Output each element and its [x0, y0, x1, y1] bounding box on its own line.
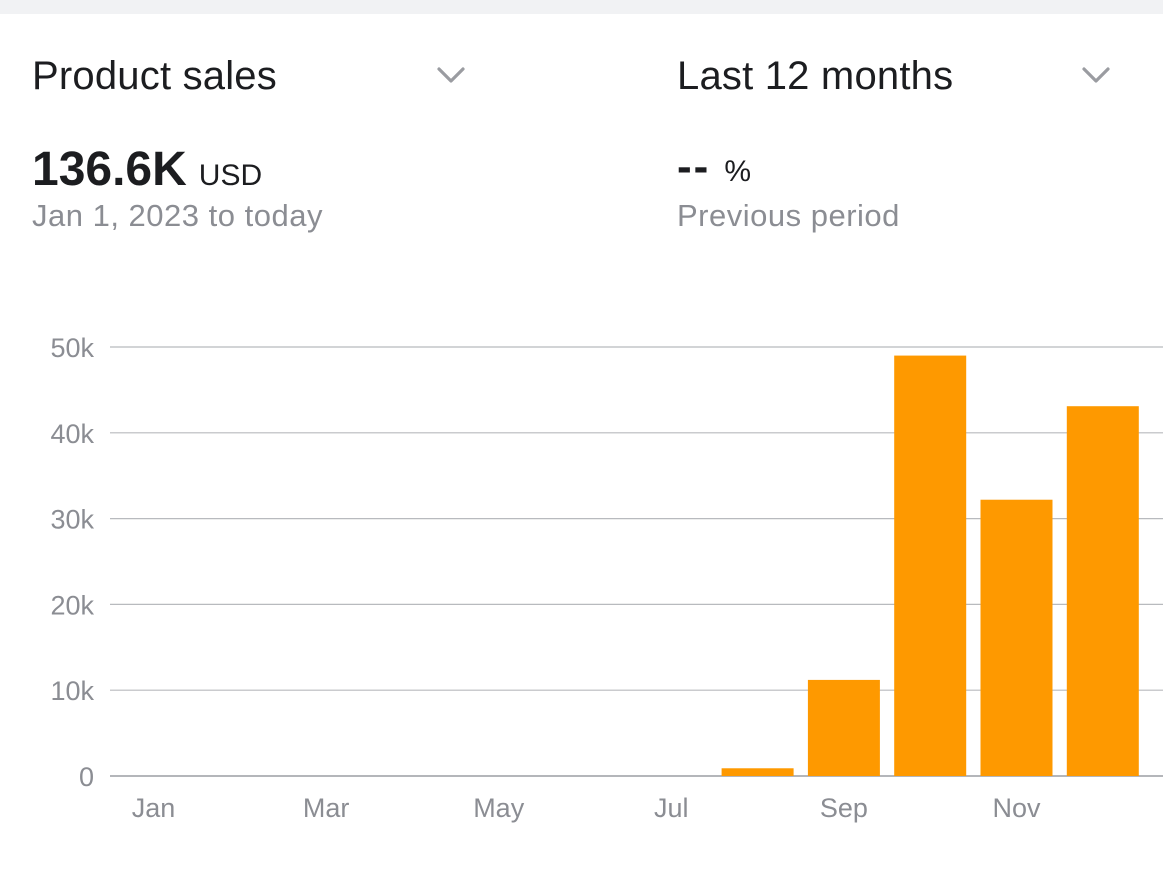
period-selector-label: Last 12 months	[677, 53, 954, 98]
chevron-down-icon	[1082, 67, 1110, 83]
y-tick-label: 30k	[50, 505, 94, 535]
x-tick-label: Mar	[303, 793, 350, 823]
date-range: Jan 1, 2023 to today	[32, 198, 323, 233]
x-tick-label: Jan	[132, 793, 176, 823]
x-tick-label: May	[473, 793, 525, 823]
y-tick-label: 10k	[50, 676, 94, 706]
y-tick-label: 40k	[50, 419, 94, 449]
total-value: 136.6K USD	[32, 142, 262, 197]
x-tick-label: Jul	[654, 793, 689, 823]
bar-dec[interactable]	[1066, 406, 1139, 776]
comparison-value: -- %	[677, 142, 751, 192]
x-tick-label: Sep	[820, 793, 868, 823]
bar-sep[interactable]	[807, 679, 880, 776]
metric-selector-label: Product sales	[32, 53, 277, 98]
y-tick-label: 20k	[50, 590, 94, 620]
total-sales-value: 136.6K	[32, 143, 187, 196]
y-tick-label: 0	[79, 762, 94, 792]
bar-aug[interactable]	[721, 768, 794, 776]
bar-nov[interactable]	[980, 499, 1053, 776]
bar-oct[interactable]	[894, 355, 967, 776]
metric-selector[interactable]: Product sales	[32, 50, 472, 102]
currency-unit: USD	[198, 159, 263, 192]
top-bar	[0, 0, 1163, 14]
x-tick-label: Nov	[992, 793, 1041, 823]
period-selector[interactable]: Last 12 months	[677, 50, 1137, 102]
comparison-percent-value: --	[677, 142, 711, 191]
sales-bar-chart: 0 10k 20k 30k 40k 50k Jan Mar May Jul Sep Nov	[50, 333, 1163, 823]
comparison-label: Previous period	[677, 198, 900, 233]
percent-unit: %	[724, 155, 751, 188]
chevron-down-icon	[437, 67, 465, 83]
y-tick-label: 50k	[50, 333, 94, 363]
